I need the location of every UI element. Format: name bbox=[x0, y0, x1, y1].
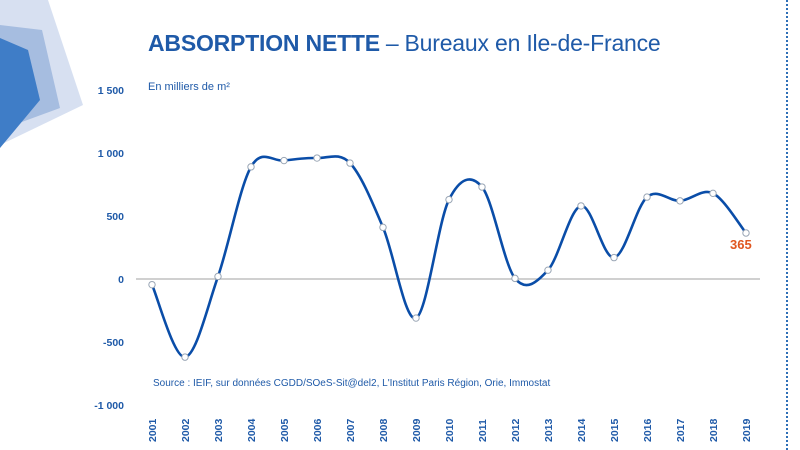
x-tick-label: 2014 bbox=[576, 418, 588, 442]
y-tick-label: 0 bbox=[118, 274, 124, 286]
x-tick-label: 2017 bbox=[675, 418, 687, 442]
y-tick-label: 1 500 bbox=[98, 85, 124, 97]
x-tick-label: 2016 bbox=[642, 418, 654, 442]
series-line bbox=[150, 155, 748, 359]
data-point bbox=[742, 229, 750, 237]
data-point bbox=[313, 154, 321, 162]
data-point bbox=[511, 274, 519, 283]
x-tick-label: 2011 bbox=[477, 419, 489, 442]
y-tick-label: 500 bbox=[106, 211, 124, 223]
y-axis: -1 000 -500 0 500 1 000 1 500 bbox=[94, 85, 124, 412]
data-point bbox=[181, 353, 189, 361]
decorative-corner-shapes bbox=[0, 0, 83, 148]
right-dotted-border bbox=[786, 0, 788, 450]
data-point bbox=[280, 156, 288, 165]
x-tick-label: 2018 bbox=[708, 418, 720, 442]
data-point bbox=[577, 202, 585, 210]
title-rest: Bureaux en Ile-de-France bbox=[404, 30, 661, 56]
data-point bbox=[445, 195, 453, 204]
data-point bbox=[676, 197, 684, 205]
x-tick-label: 2009 bbox=[411, 418, 423, 442]
x-tick-label: 2012 bbox=[510, 418, 522, 442]
x-tick-label: 2019 bbox=[741, 418, 753, 442]
x-tick-label: 2002 bbox=[180, 418, 192, 442]
last-value-label: 365 bbox=[730, 237, 752, 252]
y-tick-label: -1 000 bbox=[94, 400, 124, 412]
page-title: ABSORPTION NETTE – Bureaux en Ile-de-Franc… bbox=[148, 30, 661, 57]
source-note: Source : IEIF, sur données CGDD/SOeS-Sit… bbox=[153, 378, 551, 389]
x-tick-label: 2007 bbox=[345, 418, 357, 442]
x-tick-label: 2003 bbox=[213, 418, 225, 442]
data-point bbox=[643, 193, 651, 201]
x-tick-label: 2013 bbox=[543, 418, 555, 442]
series-markers bbox=[148, 154, 750, 361]
x-tick-label: 2010 bbox=[444, 418, 456, 442]
data-point bbox=[379, 223, 387, 232]
title-bold: ABSORPTION NETTE bbox=[148, 30, 380, 56]
y-tick-label: -500 bbox=[103, 337, 124, 349]
x-tick-label: 2008 bbox=[378, 418, 390, 442]
data-point bbox=[544, 266, 552, 274]
x-tick-label: 2005 bbox=[279, 418, 291, 442]
x-axis: 2001 2002 2003 2004 2005 2006 2007 2008 2009 2010… bbox=[147, 418, 753, 442]
data-point bbox=[214, 272, 222, 281]
x-tick-label: 2015 bbox=[609, 418, 621, 442]
unit-label: En milliers de m² bbox=[148, 81, 230, 93]
data-point bbox=[247, 163, 255, 171]
data-point bbox=[478, 183, 486, 191]
data-point bbox=[148, 280, 156, 289]
x-tick-label: 2006 bbox=[312, 418, 324, 442]
x-tick-label: 2004 bbox=[246, 418, 258, 442]
data-point bbox=[346, 159, 354, 167]
data-point bbox=[610, 253, 618, 262]
data-point bbox=[412, 314, 420, 322]
y-tick-label: 1 000 bbox=[98, 148, 124, 160]
x-tick-label: 2001 bbox=[147, 418, 159, 442]
title-separator: – bbox=[385, 30, 399, 56]
data-point bbox=[709, 189, 717, 198]
